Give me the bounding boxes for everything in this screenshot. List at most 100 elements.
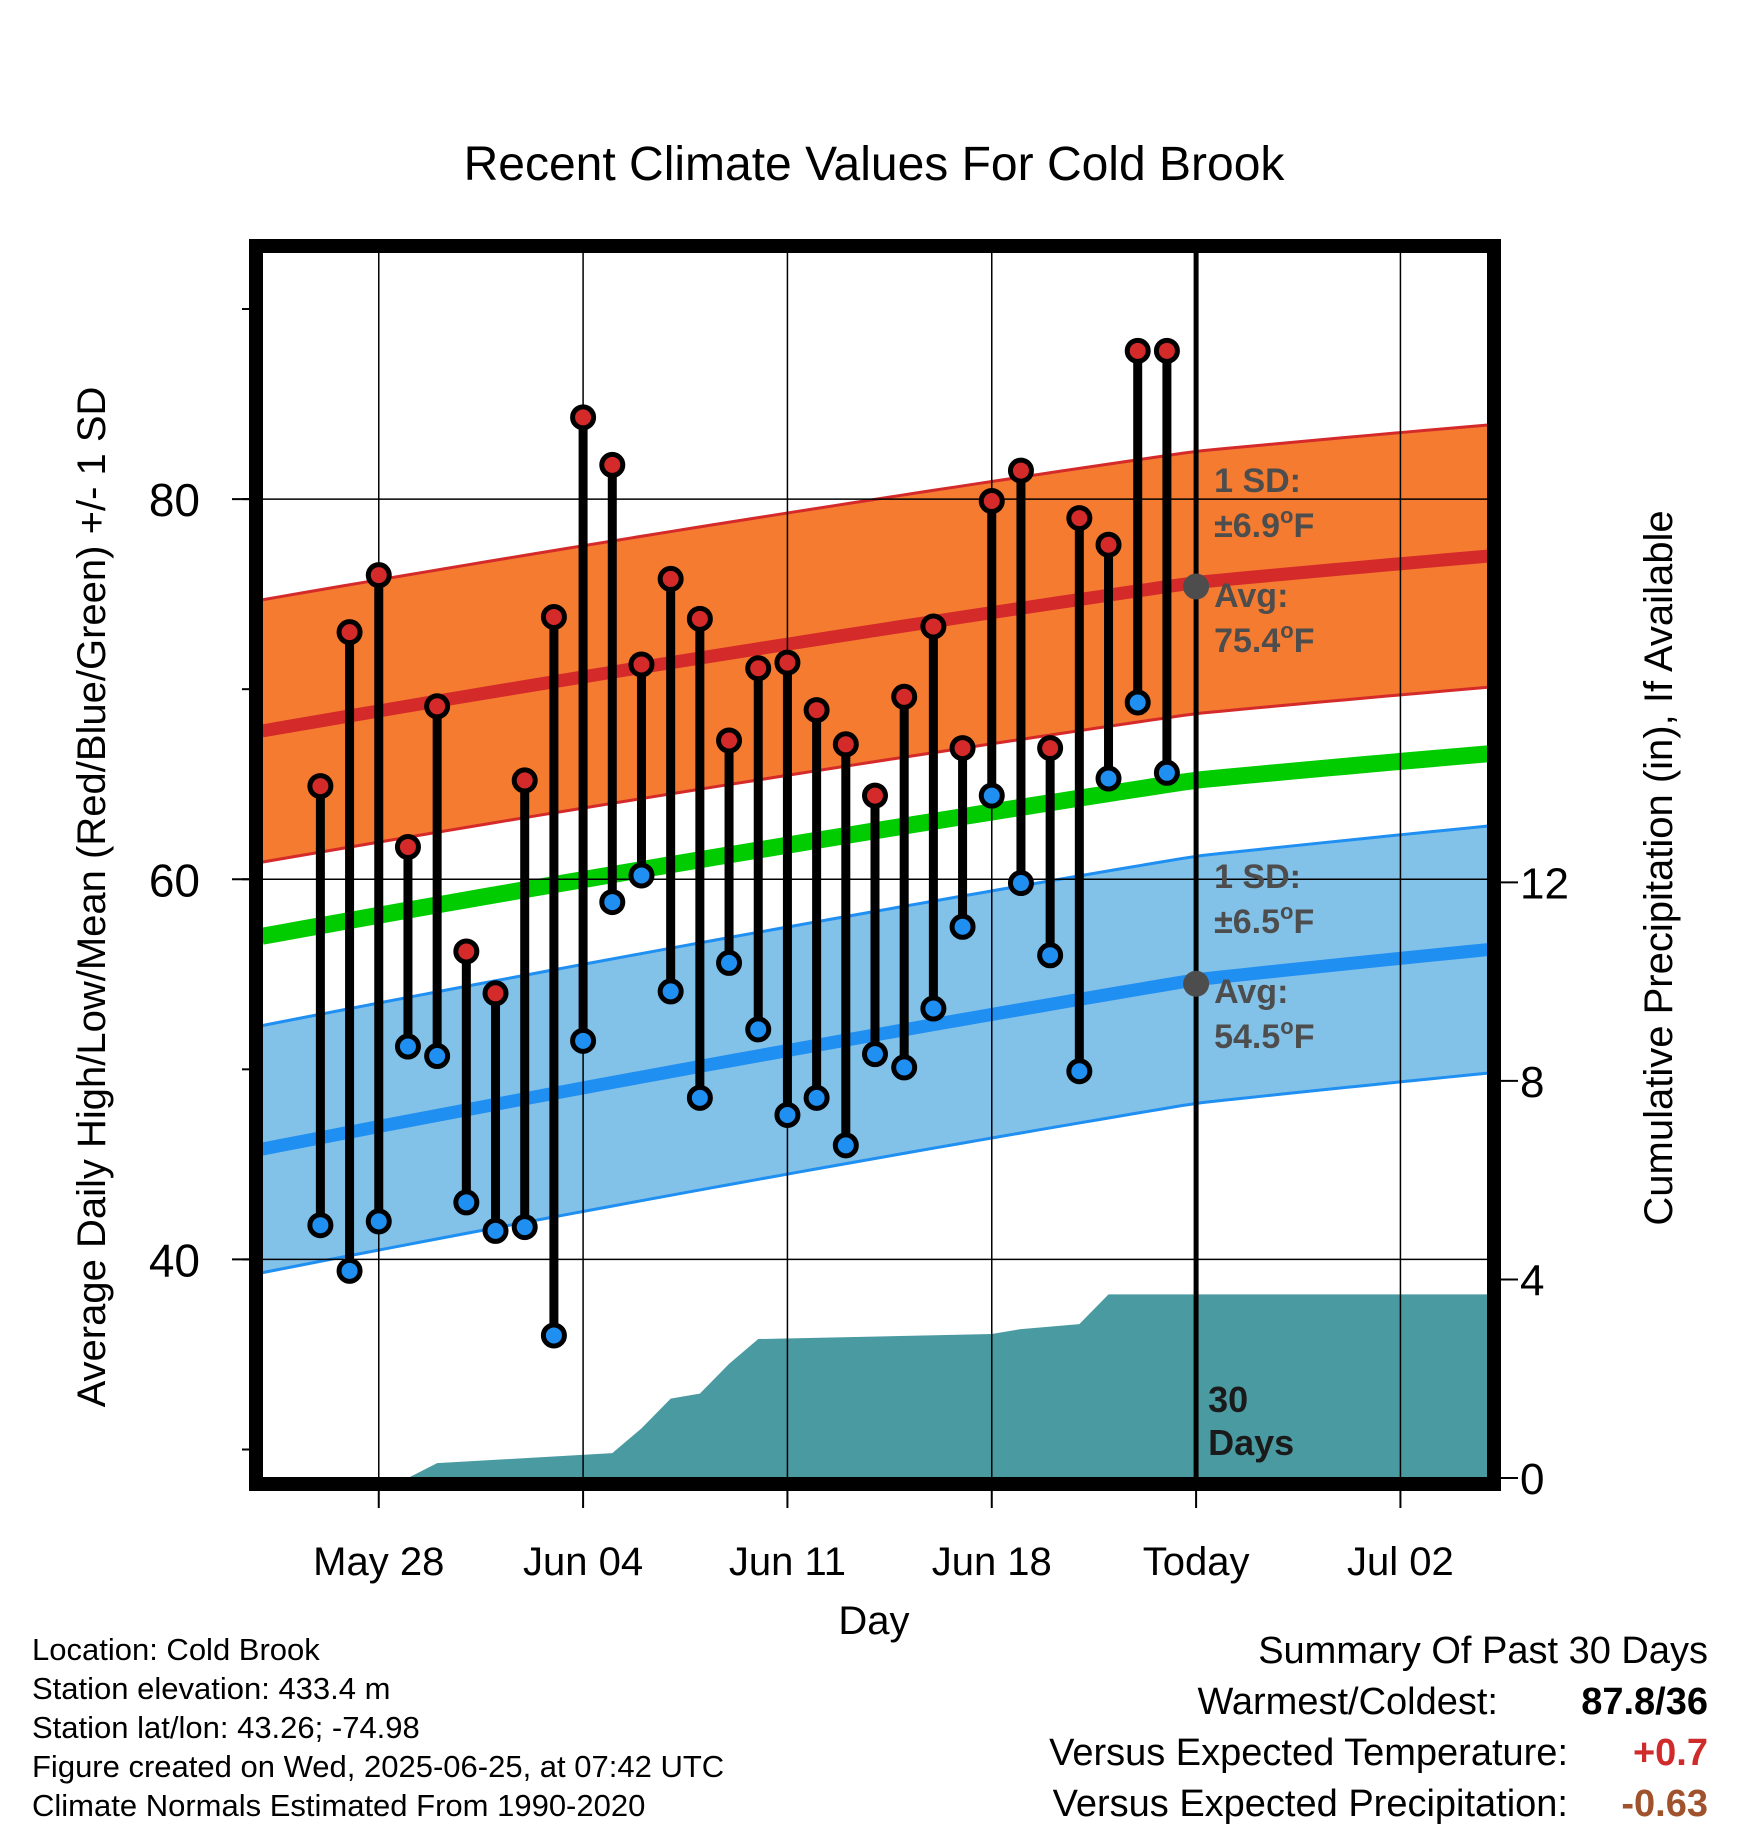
x-axis-label: Day [838, 1599, 909, 1643]
plot-frame [249, 239, 1501, 1491]
low-sd-value: ±6.5oF [1214, 899, 1314, 941]
y-right-tick-label: 0 [1520, 1455, 1544, 1504]
daily-low-point [716, 949, 743, 976]
daily-low-point [307, 1212, 334, 1239]
x-tick-label: Jun 04 [523, 1540, 643, 1584]
daily-low-point [978, 782, 1005, 809]
daily-high-point [336, 619, 363, 646]
y-right-tick-label: 4 [1520, 1256, 1544, 1305]
daily-high-point [1153, 337, 1180, 364]
daily-low-point [949, 913, 976, 940]
daily-low-point [365, 1208, 392, 1235]
y-right-tick-label: 8 [1520, 1058, 1544, 1107]
low-sd-label: 1 SD: [1214, 858, 1301, 896]
summary-panel: Summary Of Past 30 Days Warmest/Coldest:… [1049, 1626, 1708, 1830]
station-info: Location: Cold Brook Station elevation: … [32, 1630, 724, 1825]
high-sd-value: ±6.9oF [1214, 503, 1314, 545]
daily-high-point [686, 605, 713, 632]
summary-precip-value: -0.63 [1621, 1783, 1708, 1825]
low-avg-marker [1183, 970, 1210, 997]
high-sd-label: 1 SD: [1214, 462, 1301, 500]
low-avg-label: Avg: [1214, 973, 1288, 1011]
daily-high-point [949, 735, 976, 762]
summary-temp-value: +0.7 [1632, 1732, 1708, 1774]
daily-high-point [891, 683, 918, 710]
high-avg-label: Avg: [1214, 577, 1288, 615]
daily-high-point [657, 565, 684, 592]
daily-low-point [336, 1257, 363, 1284]
normal-high-line [260, 549, 1489, 738]
daily-low-point [540, 1322, 567, 1349]
daily-high-point [424, 693, 451, 720]
daily-low-point [1066, 1058, 1093, 1085]
info-created: Figure created on Wed, 2025-06-25, at 07… [32, 1749, 725, 1784]
daily-low-point [832, 1132, 859, 1159]
daily-high-point [1037, 735, 1064, 762]
daily-high-point [365, 562, 392, 589]
daily-high-point [1095, 531, 1122, 558]
daily-high-point [511, 767, 538, 794]
summary-warmest-label: Warmest/Coldest: [1197, 1681, 1498, 1723]
daily-high-point [1066, 505, 1093, 532]
daily-high-point [774, 649, 801, 676]
x-tick-label: Jun 18 [932, 1540, 1052, 1584]
summary-temp-label: Versus Expected Temperature: [1049, 1732, 1568, 1774]
x-tick-label: May 28 [313, 1540, 444, 1584]
low-avg-value: 54.5oF [1214, 1014, 1314, 1056]
y-left-tick-label: 60 [149, 854, 200, 906]
daily-high-point [307, 773, 334, 800]
daily-low-point [686, 1084, 713, 1111]
daily-low-point [1007, 870, 1034, 897]
daily-low-point [774, 1101, 801, 1128]
info-latlon: Station lat/lon: 43.26; -74.98 [32, 1710, 420, 1745]
y-left-tick-label: 40 [149, 1234, 200, 1286]
x-tick-label: Today [1143, 1540, 1250, 1584]
x-tick-label: Jul 02 [1347, 1540, 1454, 1584]
summary-heading: Summary Of Past 30 Days [1258, 1630, 1708, 1672]
info-location: Location: Cold Brook [32, 1632, 320, 1667]
summary-precip-row: Versus Expected Precipitation: -0.63 [1049, 1779, 1708, 1830]
high-sd-band [262, 424, 1488, 863]
days-count-label: 30 [1208, 1379, 1248, 1420]
x-tick-label: Jun 11 [729, 1540, 846, 1584]
daily-low-point [424, 1043, 451, 1070]
daily-high-point [920, 613, 947, 640]
daily-low-point [803, 1084, 830, 1111]
summary-precip-label: Versus Expected Precipitation: [1052, 1783, 1568, 1825]
y-right-tick-label: 12 [1520, 859, 1569, 908]
daily-low-point [745, 1016, 772, 1043]
info-elevation: Station elevation: 433.4 m [32, 1671, 391, 1706]
y-left-tick-label: 80 [149, 474, 200, 526]
high-avg-marker [1183, 573, 1210, 600]
days-unit-label: Days [1208, 1422, 1294, 1463]
daily-high-point [540, 603, 567, 630]
daily-low-point [657, 978, 684, 1005]
daily-high-point [862, 782, 888, 809]
daily-low-point [599, 889, 626, 916]
info-normals: Climate Normals Estimated From 1990-2020 [32, 1788, 646, 1823]
summary-temp-row: Versus Expected Temperature: +0.7 [1049, 1728, 1708, 1779]
daily-high-point [570, 404, 597, 431]
daily-low-point [570, 1027, 597, 1054]
summary-warmest-value: 87.8/36 [1581, 1681, 1708, 1723]
daily-low-point [628, 862, 655, 889]
daily-low-point [862, 1041, 888, 1068]
daily-low-point [453, 1189, 480, 1216]
daily-low-point [1095, 765, 1122, 792]
daily-high-point [482, 980, 509, 1007]
daily-low-point [920, 995, 947, 1022]
daily-low-point [1037, 942, 1064, 969]
high-sd-band-lower-edge [261, 685, 1489, 864]
daily-low-point [511, 1214, 538, 1241]
low-sd-band-lower-edge [261, 1071, 1489, 1275]
daily-high-point [453, 938, 480, 965]
summary-warmest-row: Warmest/Coldest: 87.8/36 [1049, 1677, 1708, 1728]
daily-high-point [1007, 457, 1034, 484]
daily-high-point [716, 727, 743, 754]
daily-high-point [832, 731, 859, 758]
daily-high-point [599, 451, 626, 478]
precip-area [262, 1294, 1488, 1478]
high-avg-value: 75.4oF [1214, 618, 1314, 660]
daily-low-point [482, 1217, 509, 1244]
